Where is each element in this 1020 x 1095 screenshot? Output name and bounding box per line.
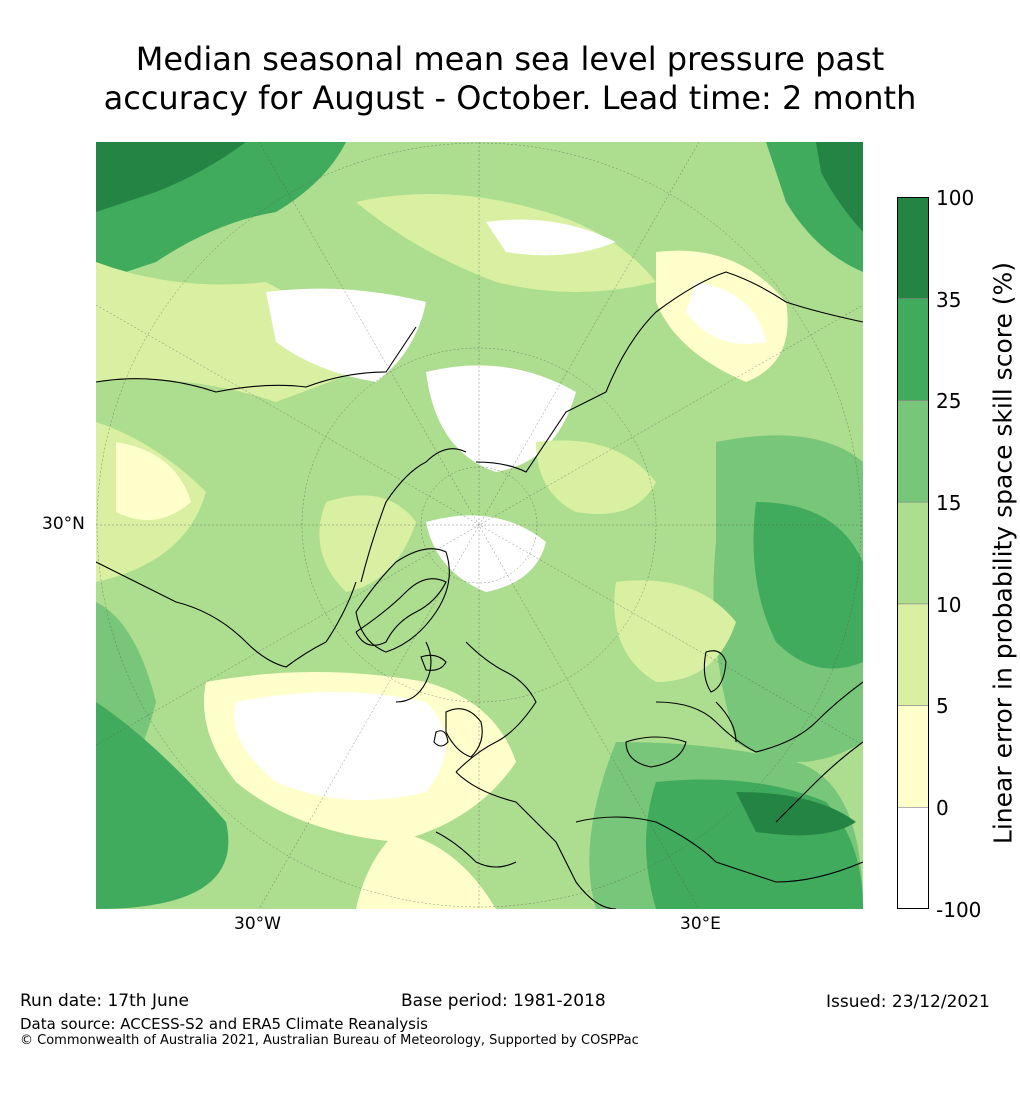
chart-title: Median seasonal mean sea level pressure … [0, 40, 1020, 118]
lon-label-30e: 30°E [680, 914, 721, 934]
base-period: Base period: 1981-2018 [401, 991, 606, 1011]
title-line-1: Median seasonal mean sea level pressure … [135, 40, 885, 78]
colorbar-segment [897, 501, 929, 605]
colorbar-tick-0: 0 [936, 796, 949, 820]
greenland [355, 548, 450, 653]
colorbar-tick-100: 100 [936, 186, 975, 210]
colorbar-tick-5: 5 [936, 694, 949, 718]
skill-score-map [96, 142, 863, 909]
graticule [96, 142, 863, 909]
title-line-2: accuracy for August - October. Lead time… [103, 79, 917, 117]
colorbar-tick-25: 25 [936, 389, 962, 413]
colorbar [897, 197, 929, 909]
colorbar-segment [897, 400, 929, 503]
lon-label-30w: 30°W [234, 914, 281, 934]
colorbar-segment [897, 705, 929, 808]
colorbar-segment [897, 806, 929, 909]
caspian-sea [703, 650, 727, 693]
colorbar-segment [897, 298, 929, 401]
coastlines [96, 271, 863, 909]
colorbar-label: Linear error in probability space skill … [988, 261, 1018, 845]
british-isles [433, 708, 483, 758]
run-date: Run date: 17th June [20, 991, 189, 1011]
lat-label-30n: 30°N [42, 514, 85, 534]
colorbar-tick-15: 15 [936, 491, 962, 515]
colorbar-segment [897, 603, 929, 706]
colorbar-tick-35: 35 [936, 288, 962, 312]
colorbar-frame [897, 197, 929, 909]
data-source: Data source: ACCESS-S2 and ERA5 Climate … [20, 1015, 428, 1033]
issued-date: Issued: 23/12/2021 [826, 992, 990, 1012]
iceland [420, 654, 447, 671]
copyright: © Commonwealth of Australia 2021, Austra… [20, 1033, 639, 1048]
black-sea [625, 736, 687, 768]
colorbar-tick-10: 10 [936, 593, 962, 617]
colorbar-segment [897, 197, 929, 300]
colorbar-tick-neg100: -100 [936, 898, 982, 922]
skill-fields [96, 142, 863, 909]
